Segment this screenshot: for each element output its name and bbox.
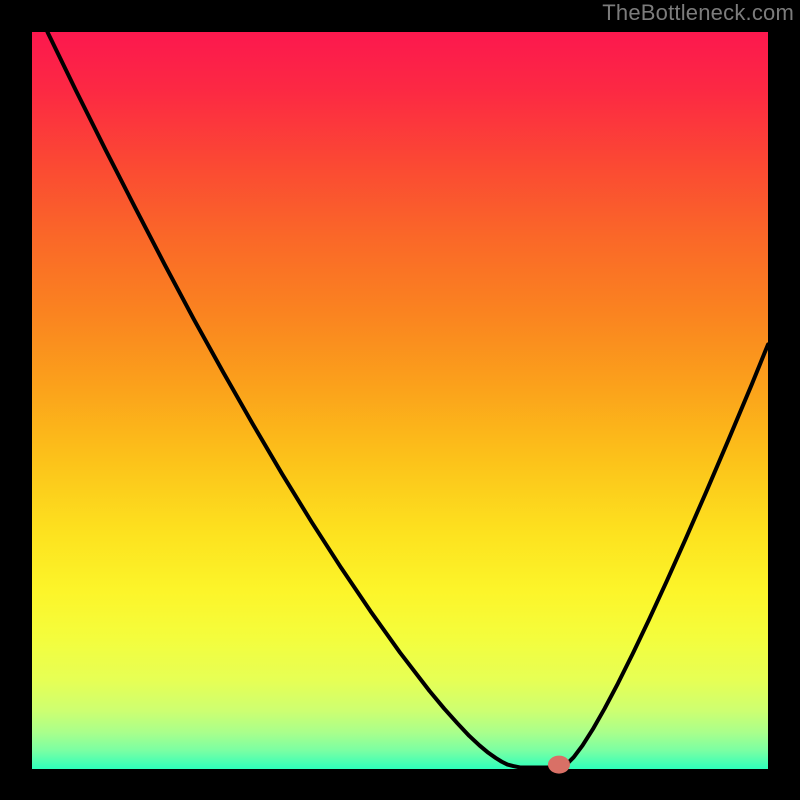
bottleneck-chart	[0, 0, 800, 800]
chart-frame: TheBottleneck.com	[0, 0, 800, 800]
optimum-marker	[548, 756, 570, 774]
watermark-text: TheBottleneck.com	[602, 0, 794, 26]
plot-background	[32, 32, 768, 769]
